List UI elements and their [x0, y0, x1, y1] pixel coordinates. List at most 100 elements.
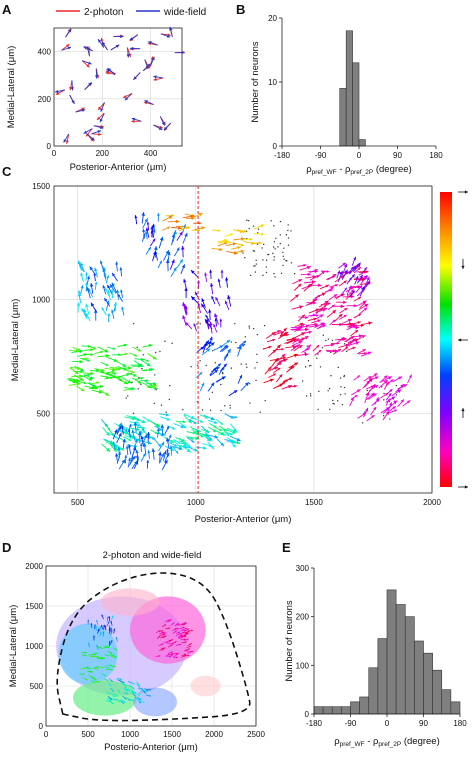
- c-ytick-label: 500: [37, 409, 51, 418]
- c-dot: [197, 365, 198, 366]
- c-dot: [248, 220, 249, 221]
- c-dot: [235, 342, 236, 343]
- c-xtick-label: 500: [71, 498, 85, 507]
- c-arrow-head: [128, 366, 132, 370]
- c-arrow-head: [90, 348, 93, 351]
- c-ytick-label: 1000: [32, 296, 50, 305]
- c-arrow-head: [173, 230, 177, 234]
- c-dot: [241, 363, 242, 364]
- c-arrow-head: [90, 283, 93, 287]
- c-dot: [332, 403, 333, 404]
- c-dot: [258, 228, 259, 229]
- c-arrow-head: [209, 270, 212, 273]
- c-dot: [291, 262, 292, 263]
- e-xtick-label: -180: [306, 719, 323, 728]
- c-dot: [383, 393, 384, 394]
- a-arrow-wf-head: [55, 90, 58, 93]
- c-dot: [320, 366, 321, 367]
- c-dot: [256, 354, 257, 355]
- c-dot: [212, 350, 213, 351]
- e-bar: [433, 670, 442, 714]
- c-dot: [263, 244, 264, 245]
- c-arrow-head: [196, 437, 200, 440]
- panel-b-ylabel: Number of neurons: [250, 41, 261, 123]
- e-ytick-label: 100: [296, 661, 310, 670]
- c-arrow-head: [241, 250, 245, 253]
- c-dot: [340, 394, 341, 395]
- c-dot: [169, 399, 170, 400]
- c-dot: [234, 323, 235, 324]
- c-dot: [248, 326, 249, 327]
- c-arrow-head: [259, 241, 262, 244]
- panel-a-ylabel: Medial-Lateral (μm): [6, 46, 17, 129]
- c-arrow-head: [208, 309, 211, 312]
- c-dot: [281, 273, 282, 274]
- panel-letter-a: A: [2, 2, 12, 17]
- c-dot: [306, 395, 307, 396]
- c-dot: [164, 341, 165, 342]
- e-bar: [314, 707, 323, 714]
- c-arrow-head: [154, 246, 158, 250]
- c-dot: [280, 234, 281, 235]
- c-arrow-head: [166, 449, 169, 452]
- e-bar: [360, 697, 369, 714]
- c-dot: [272, 253, 273, 254]
- c-arrow-head: [201, 226, 205, 229]
- c-dot: [332, 400, 333, 401]
- panel-b-bars: [340, 31, 366, 146]
- c-xtick-label: 1500: [305, 498, 323, 507]
- c-dot: [244, 257, 245, 258]
- e-bar: [341, 707, 350, 714]
- c-dot: [275, 238, 276, 239]
- c-dot: [155, 352, 156, 353]
- c-arrow-head: [157, 213, 160, 216]
- c-dot: [196, 323, 197, 324]
- c-arrow-head: [313, 301, 316, 304]
- c-arrow-head: [318, 284, 321, 288]
- c-colorbar-arrow-head: [461, 266, 464, 269]
- c-dot: [283, 247, 284, 248]
- c-dot: [344, 393, 345, 394]
- c-xtick-label: 2000: [423, 498, 441, 507]
- panel-c-colorbar-arrows: [458, 190, 468, 488]
- d-xtick-label: 0: [44, 730, 49, 739]
- c-dot: [154, 374, 155, 375]
- c-dot: [332, 340, 333, 341]
- e-bar: [405, 617, 414, 714]
- c-dot: [282, 252, 283, 253]
- c-dot: [346, 351, 347, 352]
- c-arrow-head: [80, 360, 83, 363]
- c-dot: [283, 256, 284, 257]
- c-dot: [342, 404, 343, 405]
- a-arrow-wf-head: [127, 54, 130, 57]
- c-arrow-head: [77, 303, 80, 306]
- c-dot: [262, 275, 263, 276]
- c-dot: [212, 392, 213, 393]
- c-dot: [310, 393, 311, 394]
- c-arrow-head: [150, 368, 154, 371]
- c-dot: [246, 220, 247, 221]
- c-dot: [274, 248, 275, 249]
- c-dot: [288, 224, 289, 225]
- panel-c-ylabel: Medial-Lateral (μm): [10, 299, 21, 382]
- d-blob: [101, 588, 160, 615]
- c-arrow-head: [107, 313, 110, 316]
- c-dot: [242, 252, 243, 253]
- c-colorbar-arrow-head: [461, 408, 464, 411]
- c-dot: [318, 391, 319, 392]
- c-arrow-head: [128, 457, 131, 460]
- c-dot: [253, 226, 254, 227]
- c-dot: [302, 380, 303, 381]
- panel-a-xlabel: Posterior-Anterior (μm): [70, 162, 167, 173]
- c-arrow-head: [341, 304, 345, 308]
- c-dot: [282, 265, 283, 266]
- c-arrow-head: [121, 307, 124, 310]
- c-colorbar-arrow-head: [458, 338, 461, 341]
- c-arrow-head: [307, 266, 311, 270]
- c-arrow-head: [308, 273, 311, 276]
- e-bar: [332, 707, 341, 714]
- c-arrow-head: [131, 430, 134, 434]
- d-xtick-label: 1500: [163, 730, 181, 739]
